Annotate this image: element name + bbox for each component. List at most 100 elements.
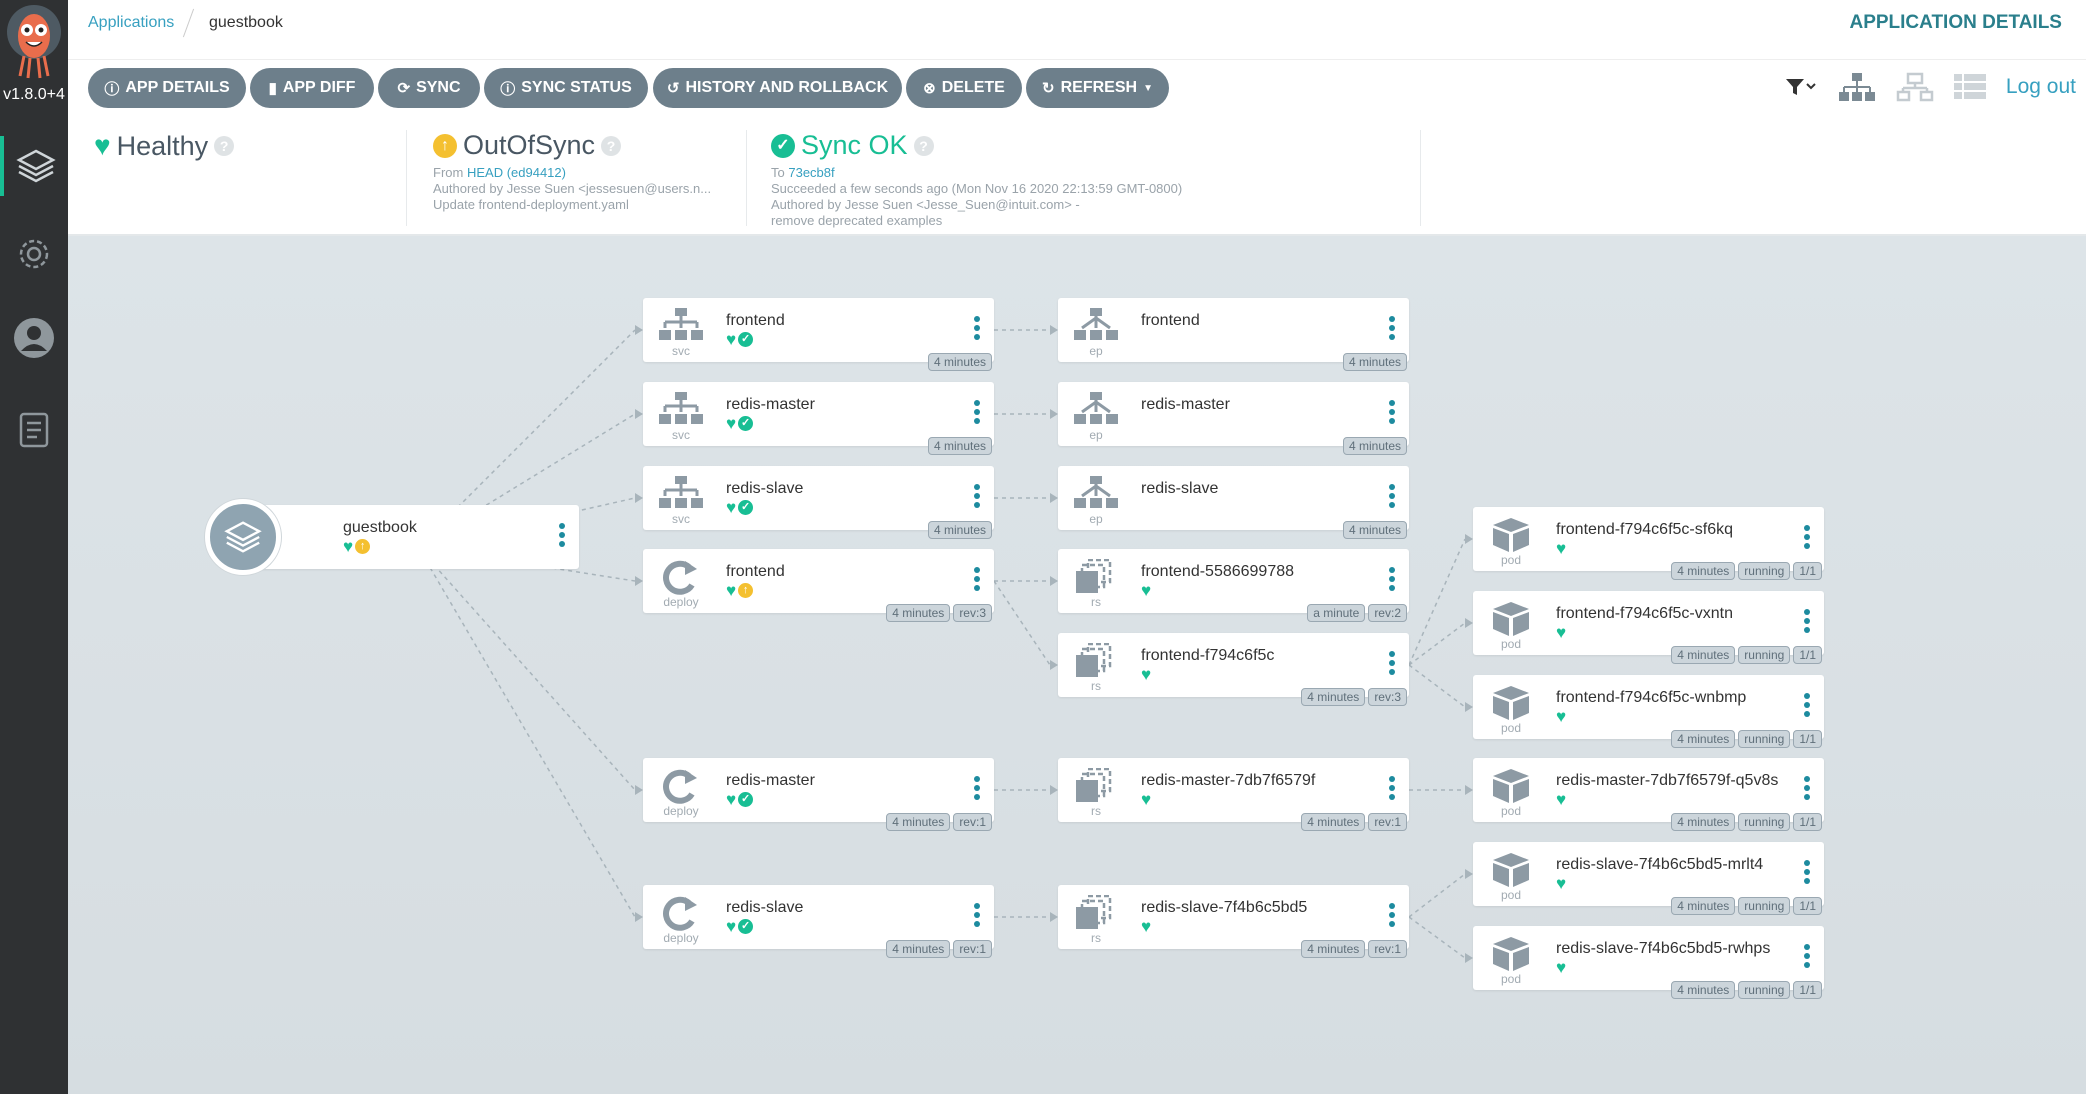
edge-dep-frontend-rs-f2: [993, 580, 1051, 666]
resource-kind: pod: [1500, 637, 1522, 651]
edge-arrow-icon: [1465, 618, 1473, 628]
node-menu-button[interactable]: [974, 567, 980, 591]
node-menu-button[interactable]: [1804, 693, 1810, 717]
sidebar-item-settings[interactable]: [0, 224, 68, 284]
help-icon[interactable]: ?: [913, 135, 934, 156]
sync-status-button[interactable]: ⓘ SYNC STATUS: [484, 68, 648, 108]
edge-arrow-icon: [635, 409, 643, 419]
node-menu-button[interactable]: [1804, 609, 1810, 633]
history-rollback-button[interactable]: ↺ HISTORY AND ROLLBACK: [653, 68, 902, 108]
node-menu-button[interactable]: [1389, 400, 1395, 424]
healthy-heart-icon: ♥: [1141, 665, 1152, 684]
logout-link[interactable]: Log out: [2005, 75, 2076, 98]
info-badge: 1/1: [1793, 813, 1822, 831]
resource-kind: deploy: [663, 804, 699, 818]
resource-tree[interactable]: guestbook ♥ ↑ svc frontend ♥ ✓ 4 minutes svc re…: [68, 236, 2086, 1094]
delete-button[interactable]: ⊗ DELETE: [906, 68, 1022, 108]
rs-node[interactable]: rs redis-master-7db7f6579f ♥ 4 minutes rev:…: [1058, 758, 1409, 831]
info-badge: 4 minutes: [1301, 688, 1366, 706]
operation-status[interactable]: ✓ Sync OK? To 73ecb8f Succeeded a few sec…: [771, 130, 1182, 229]
application-icon[interactable]: [205, 499, 281, 575]
sync-message: Update frontend-deployment.yaml: [433, 197, 629, 212]
ep-node[interactable]: ep frontend 4 minutes: [1058, 298, 1409, 371]
deploy-node[interactable]: deploy redis-master ♥ ✓ 4 minutes rev:1: [643, 758, 994, 831]
rs-node[interactable]: rs redis-slave-7f4b6c5bd5 ♥ 4 minutes rev:1: [1058, 885, 1409, 958]
resource-kind: pod: [1500, 721, 1522, 735]
sync-status[interactable]: ↑ OutOfSync? From HEAD (ed94412) Authored…: [433, 130, 711, 213]
sidebar-item-documentation[interactable]: [0, 400, 68, 460]
node-menu-button[interactable]: [1389, 776, 1395, 800]
resource-name: redis-master-7db7f6579f: [1141, 772, 1316, 789]
ep-node[interactable]: ep redis-master 4 minutes: [1058, 382, 1409, 455]
list-view-icon[interactable]: [1953, 73, 1986, 101]
node-menu-button[interactable]: [1389, 903, 1395, 927]
divider: [746, 130, 747, 226]
sidebar: v1.8.0+4: [0, 0, 68, 1094]
operation-revision-link[interactable]: 73ecb8f: [788, 165, 835, 180]
filter-icon[interactable]: [1784, 76, 1818, 98]
node-menu-button[interactable]: [1389, 567, 1395, 591]
node-menu-button[interactable]: [1804, 944, 1810, 968]
resource-kind: rs: [1091, 679, 1101, 693]
pod-node[interactable]: pod redis-slave-7f4b6c5bd5-rwhps ♥ 4 minut…: [1473, 926, 1824, 999]
deploy-node[interactable]: deploy redis-slave ♥ ✓ 4 minutes rev:1: [643, 885, 994, 958]
node-menu-button[interactable]: [974, 484, 980, 508]
pod-node[interactable]: pod frontend-f794c6f5c-wnbmp ♥ 4 minutes ru…: [1473, 675, 1824, 748]
application-node[interactable]: guestbook ♥ ↑: [243, 505, 579, 569]
pod-node[interactable]: pod redis-master-7db7f6579f-q5v8s ♥ 4 minu…: [1473, 758, 1824, 831]
deploy-node[interactable]: deploy frontend ♥ ↑ 4 minutes rev:3: [643, 549, 994, 622]
resource-kind: ep: [1089, 428, 1103, 442]
pod-node[interactable]: pod frontend-f794c6f5c-sf6kq ♥ 4 minutes ru…: [1473, 507, 1824, 580]
info-badge: running: [1738, 813, 1791, 831]
divider: [406, 130, 407, 226]
tree-view-icon[interactable]: [1838, 72, 1876, 102]
breadcrumb-applications[interactable]: Applications: [88, 14, 175, 31]
pod-node[interactable]: pod frontend-f794c6f5c-vxntn ♥ 4 minutes ru…: [1473, 591, 1824, 664]
healthy-heart-icon: ♥: [1556, 623, 1567, 642]
node-menu-button[interactable]: [974, 400, 980, 424]
node-menu-button[interactable]: [1804, 776, 1810, 800]
node-menu-button[interactable]: [1389, 316, 1395, 340]
sidebar-item-applications[interactable]: [0, 136, 68, 196]
ep-node[interactable]: ep redis-slave 4 minutes: [1058, 466, 1409, 539]
pod-node[interactable]: pod redis-slave-7f4b6c5bd5-mrlt4 ♥ 4 minut…: [1473, 842, 1824, 915]
sync-button[interactable]: ⟳ SYNC: [378, 68, 480, 108]
svc-node[interactable]: svc redis-slave ♥ ✓ 4 minutes: [643, 466, 994, 539]
app-details-button[interactable]: ⓘ APP DETAILS: [88, 68, 246, 108]
info-badge: 1/1: [1793, 562, 1822, 580]
argo-logo[interactable]: [6, 4, 62, 80]
network-view-icon[interactable]: [1896, 72, 1934, 102]
pod-icon: [1489, 852, 1533, 888]
user-icon: [14, 318, 54, 358]
sync-revision-link[interactable]: HEAD (ed94412): [466, 165, 566, 180]
rs-icon: [1074, 767, 1118, 804]
edge-app-svc-rs: [417, 497, 636, 548]
svc-node[interactable]: svc redis-master ♥ ✓ 4 minutes: [643, 382, 994, 455]
app-diff-button[interactable]: ▮ APP DIFF: [250, 68, 374, 108]
help-icon[interactable]: ?: [601, 135, 622, 156]
pod-icon: [1489, 768, 1533, 804]
edge-rs-f2-pod2: [1408, 622, 1466, 666]
resource-name: redis-slave: [1141, 480, 1219, 497]
sidebar-item-user-info[interactable]: [0, 308, 68, 368]
rs-node[interactable]: rs frontend-5586699788 ♥ a minute rev:2: [1058, 549, 1409, 622]
info-badge: rev:3: [953, 604, 992, 622]
rs-node[interactable]: rs frontend-f794c6f5c ♥ 4 minutes rev:3: [1058, 633, 1409, 706]
health-status[interactable]: ♥ Healthy?: [94, 130, 235, 162]
resource-kind: rs: [1091, 931, 1101, 945]
rs-icon: [1074, 642, 1118, 679]
node-menu-button[interactable]: [1389, 651, 1395, 675]
info-badge: 4 minutes: [1671, 562, 1736, 580]
refresh-button[interactable]: ↻ REFRESH ▼: [1026, 68, 1169, 108]
node-menu-button[interactable]: [974, 316, 980, 340]
node-menu-button[interactable]: [974, 903, 980, 927]
node-menu-button[interactable]: [1804, 525, 1810, 549]
svc-node[interactable]: svc frontend ♥ ✓ 4 minutes: [643, 298, 994, 371]
help-icon[interactable]: ?: [214, 136, 235, 156]
resource-name: frontend-f794c6f5c-sf6kq: [1556, 521, 1733, 538]
info-badge: 4 minutes: [886, 813, 951, 831]
node-menu-button[interactable]: [1389, 484, 1395, 508]
node-menu-button[interactable]: [974, 776, 980, 800]
node-menu-button[interactable]: [559, 523, 565, 547]
node-menu-button[interactable]: [1804, 860, 1810, 884]
